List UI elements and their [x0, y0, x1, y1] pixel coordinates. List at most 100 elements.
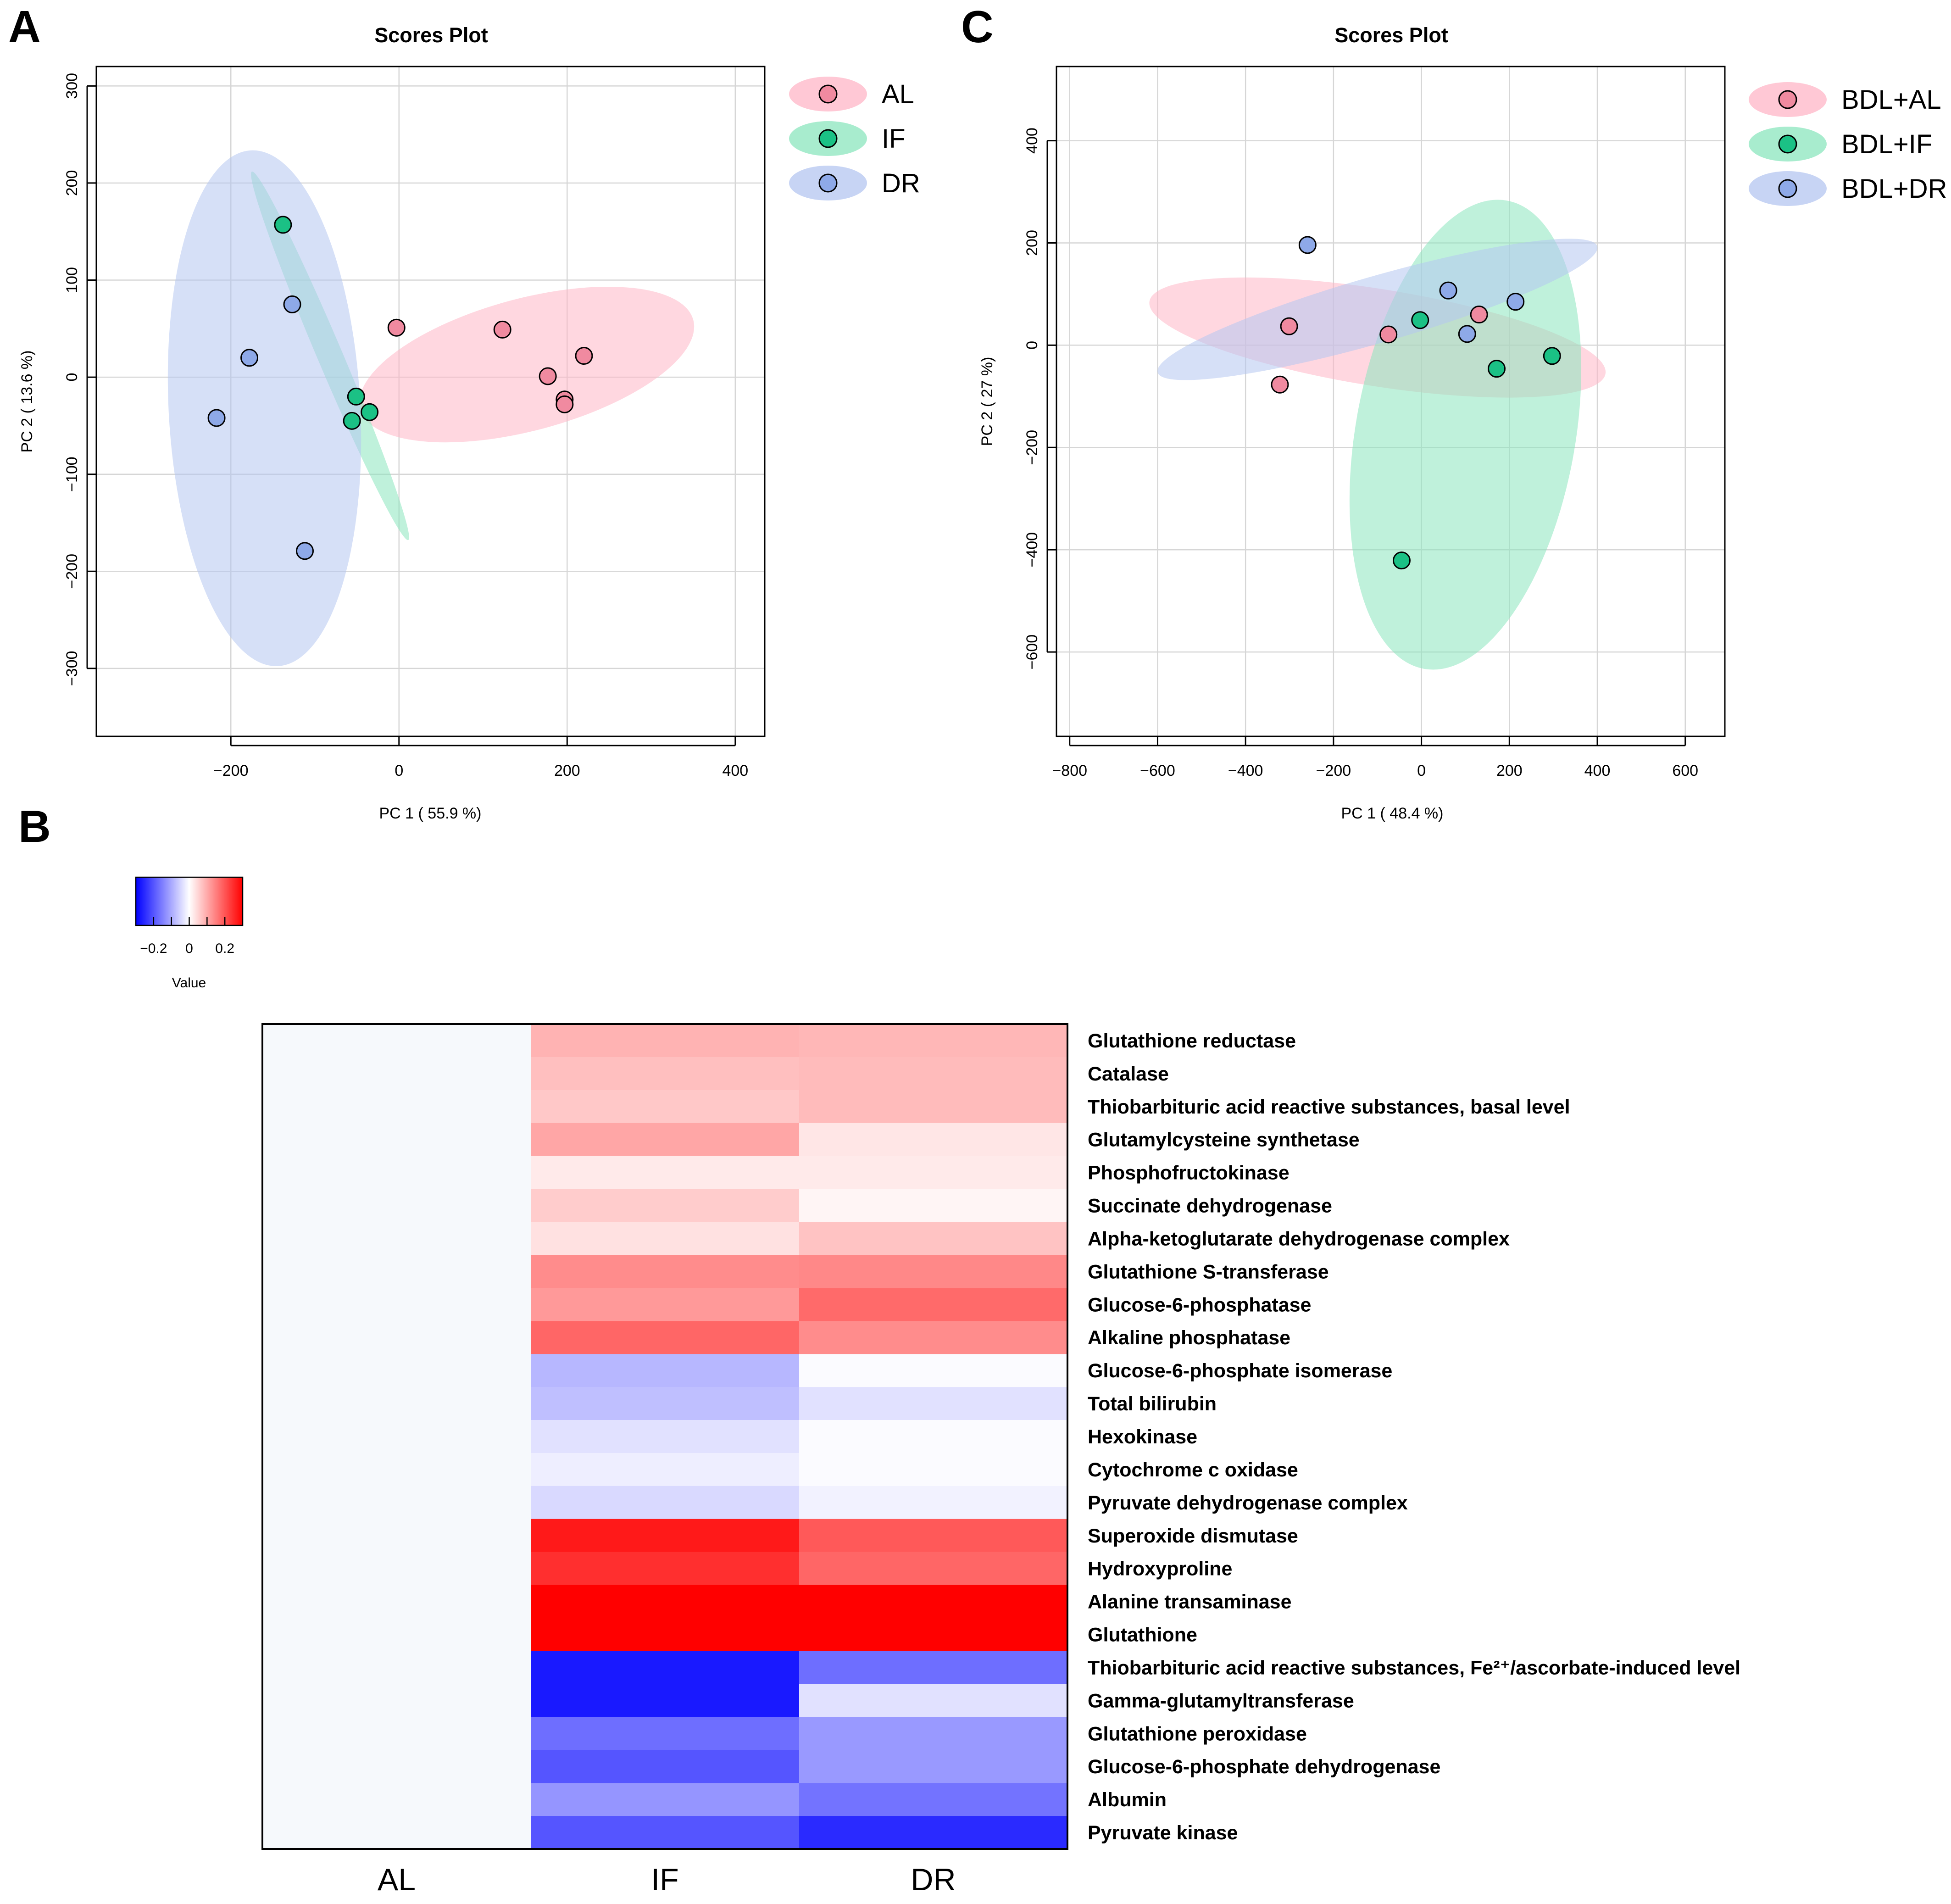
heatmap-row-label-4: Phosphofructokinase — [1088, 1162, 1290, 1184]
heatmap-cell-if-13 — [531, 1453, 800, 1486]
panel-a-y-tick-label-6: 300 — [63, 73, 81, 99]
heatmap-row-label-14: Pyruvate dehydrogenase complex — [1088, 1492, 1408, 1514]
heatmap-row-label-2: Thiobarbituric acid reactive substances,… — [1088, 1096, 1570, 1118]
legend-marker-bdl-if — [1778, 134, 1797, 154]
legend-label-bdl-al: BDL+AL — [1841, 85, 1941, 115]
heatmap-cell-if-12 — [531, 1420, 800, 1453]
panel-letter-a: A — [8, 1, 41, 52]
heatmap-row-label-22: Glucose-6-phosphate dehydrogenase — [1088, 1756, 1440, 1778]
legend-label-bdl-if: BDL+IF — [1841, 129, 1932, 159]
heatmap-row-label-11: Total bilirubin — [1088, 1393, 1217, 1415]
heatmap-cell-dr-11 — [799, 1387, 1068, 1420]
panel-letter-b: B — [18, 801, 51, 852]
panel-a-y-tick-label-0: −300 — [63, 651, 81, 686]
heatmap-cell-dr-9 — [799, 1321, 1068, 1354]
colorbar-tick-label-0: −0.2 — [140, 941, 167, 956]
panel-c-y-tick-label-2: −200 — [1023, 430, 1041, 465]
heatmap-cell-if-19 — [531, 1651, 800, 1684]
panel-c-y-axis-label: PC 2 ( 27 %) — [978, 357, 996, 446]
heatmap-cell-al-17 — [262, 1585, 531, 1619]
panel-a-x-tick-label-1: 0 — [395, 762, 403, 779]
panel-c-x-ticks: −800 −600 −400 −200 0 200 400 600 — [1052, 736, 1698, 779]
heatmap-row-label-16: Hydroxyproline — [1088, 1558, 1232, 1580]
heatmap-cell-dr-10 — [799, 1354, 1068, 1387]
panel-c-point-bdl-dr-0 — [1298, 236, 1317, 254]
heatmap-cell-al-21 — [262, 1717, 531, 1750]
heatmap-cell-al-0 — [262, 1024, 531, 1058]
heatmap-row-label-12: Hexokinase — [1088, 1426, 1197, 1448]
panel-c-point-bdl-al-0 — [1280, 317, 1298, 335]
heatmap-row-label-5: Succinate dehydrogenase — [1088, 1195, 1332, 1217]
panel-a-y-ticks: −300 −200 −100 0 100 200 300 — [63, 73, 96, 686]
panel-c-point-bdl-if-3 — [1392, 551, 1411, 570]
panel-c: C Scores Plot −800 −600 −400 −200 0 200 400 600… — [961, 1, 1947, 822]
panel-c-y-tick-label-0: −600 — [1023, 635, 1041, 670]
heatmap-cell-dr-13 — [799, 1453, 1068, 1486]
heatmap-row-label-1: Catalase — [1088, 1063, 1169, 1085]
heatmap-row-label-21: Glutathione peroxidase — [1088, 1723, 1307, 1745]
heatmap-row-label-9: Alkaline phosphatase — [1088, 1327, 1290, 1349]
heatmap-cell-dr-17 — [799, 1585, 1068, 1619]
panel-c-point-bdl-dr-3 — [1506, 293, 1525, 311]
heatmap-cell-if-7 — [531, 1255, 800, 1288]
heatmap-row-label-17: Alanine transaminase — [1088, 1591, 1292, 1613]
heatmap-cell-dr-20 — [799, 1684, 1068, 1717]
heatmap-cell-dr-8 — [799, 1288, 1068, 1321]
heatmap-cell-al-20 — [262, 1684, 531, 1717]
heatmap-cell-if-8 — [531, 1288, 800, 1321]
heatmap-cell-dr-21 — [799, 1717, 1068, 1750]
panel-b: B −0.2 0 0.2 Value Glutathione reductase Ca… — [18, 801, 1740, 1897]
heatmap-cell-if-4 — [531, 1156, 800, 1190]
panel-c-y-tick-label-4: 200 — [1023, 230, 1041, 256]
panel-a-plot-frame — [95, 66, 766, 737]
panel-c-point-bdl-al-3 — [1470, 306, 1488, 324]
legend-marker-bdl-al — [1778, 90, 1797, 109]
heatmap-column-label-al: AL — [378, 1862, 416, 1897]
heatmap-cell-dr-18 — [799, 1618, 1068, 1652]
panel-c-x-tick-label-7: 600 — [1672, 762, 1698, 779]
heatmap-cell-dr-24 — [799, 1816, 1068, 1849]
heatmap-row-label-3: Glutamylcysteine synthetase — [1088, 1129, 1360, 1151]
heatmap-cell-if-17 — [531, 1585, 800, 1619]
heatmap-cell-al-24 — [262, 1816, 531, 1849]
heatmap-cell-al-5 — [262, 1189, 531, 1223]
heatmap-cell-dr-12 — [799, 1420, 1068, 1453]
panel-c-y-tick-label-1: −400 — [1023, 532, 1041, 568]
heatmap-cell-dr-3 — [799, 1123, 1068, 1157]
panel-a-point-dr-1 — [240, 349, 259, 367]
heatmap-cell-dr-0 — [799, 1024, 1068, 1058]
panel-c-point-bdl-if-1 — [1488, 360, 1506, 378]
heatmap-cell-al-2 — [262, 1090, 531, 1124]
panel-c-title: Scores Plot — [1334, 23, 1448, 47]
panel-c-x-tick-label-4: 0 — [1417, 762, 1426, 779]
panel-letter-c: C — [961, 1, 994, 52]
heatmap-cell-al-13 — [262, 1453, 531, 1486]
heatmap-cell-if-11 — [531, 1387, 800, 1420]
panel-c-ellipse-bdl-dr — [1157, 239, 1598, 380]
legend-label-al: AL — [882, 79, 914, 109]
heatmap-cell-al-18 — [262, 1618, 531, 1652]
legend-marker-if — [818, 129, 838, 148]
heatmap-cell-al-6 — [262, 1222, 531, 1256]
heatmap-cell-al-12 — [262, 1420, 531, 1453]
heatmap-cell-if-14 — [531, 1486, 800, 1520]
panel-a-y-tick-label-4: 100 — [63, 267, 81, 293]
panel-a-point-al-0 — [387, 318, 406, 337]
panel-a-point-if-2 — [361, 403, 379, 421]
heatmap-row-labels: Glutathione reductase Catalase Thiobarbitu… — [1088, 1030, 1740, 1844]
heatmap-row-label-19: Thiobarbituric acid reactive substances,… — [1088, 1657, 1740, 1679]
colorbar-tick-label-1: 0 — [185, 941, 193, 956]
heatmap-row-label-20: Gamma-glutamyltransferase — [1088, 1690, 1354, 1712]
heatmap-cell-if-0 — [531, 1024, 800, 1058]
panel-a-y-tick-label-5: 200 — [63, 170, 81, 196]
panel-c-point-bdl-if-0 — [1411, 311, 1429, 329]
heatmap-cell-if-24 — [531, 1816, 800, 1849]
heatmap-cell-if-22 — [531, 1750, 800, 1783]
panel-a-points — [207, 216, 593, 560]
panel-c-y-ticks: −600 −400 −200 0 200 400 — [1023, 128, 1056, 669]
panel-a-x-tick-label-0: −200 — [213, 762, 249, 779]
heatmap-row-label-24: Pyruvate kinase — [1088, 1822, 1238, 1844]
heatmap-row-label-6: Alpha-ketoglutarate dehydrogenase comple… — [1088, 1228, 1510, 1250]
panel-c-ellipses — [1149, 200, 1606, 670]
